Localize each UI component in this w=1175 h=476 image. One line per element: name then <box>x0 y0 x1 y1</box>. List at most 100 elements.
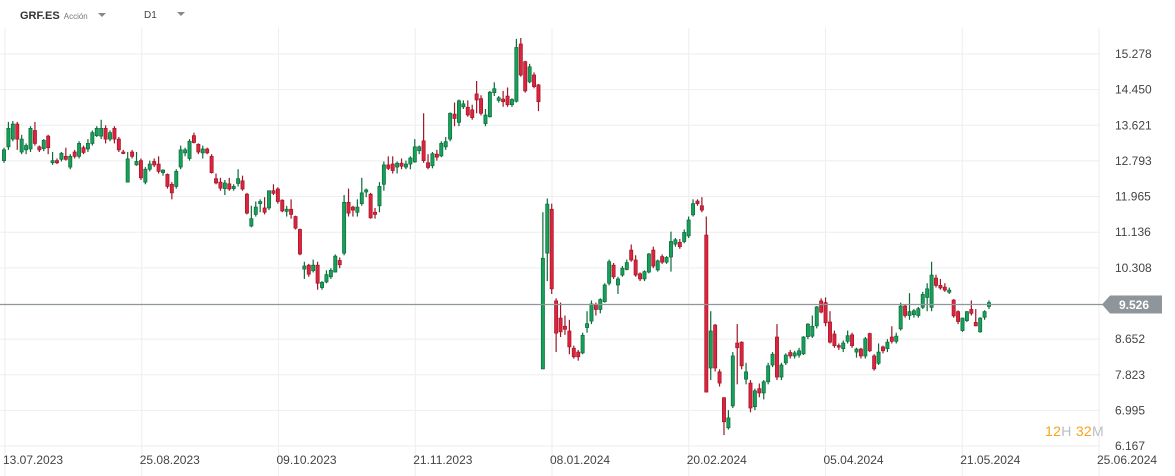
candle-down <box>633 255 638 277</box>
candle-body <box>563 325 567 330</box>
candle-down <box>293 215 298 230</box>
candle-up <box>664 256 669 264</box>
candle-down <box>470 104 475 120</box>
candle-body <box>496 97 501 101</box>
candle-down <box>867 332 872 353</box>
candle-up <box>708 311 713 381</box>
candle-up <box>320 281 324 290</box>
candle-body <box>863 338 868 357</box>
candle-body <box>779 364 784 378</box>
countdown-hours: 12 <box>1045 423 1062 439</box>
candle-body <box>99 127 104 137</box>
candle-up <box>752 388 757 411</box>
candle-body <box>545 203 550 254</box>
candle-body <box>32 130 37 144</box>
candle-body <box>355 206 360 213</box>
candle-down <box>271 184 276 196</box>
candle-up <box>178 145 183 170</box>
candle-body <box>289 208 294 215</box>
candle-down <box>138 158 143 180</box>
candle-down <box>373 207 377 219</box>
candle-body <box>165 174 170 187</box>
price-tick-label: 12.793 <box>1115 154 1152 168</box>
candle-body <box>200 148 205 154</box>
candle-up <box>894 332 899 344</box>
candle-down <box>465 100 470 117</box>
current-price-tag: 9.526 <box>1102 295 1162 314</box>
candle-body <box>916 308 921 316</box>
candle-down <box>651 246 656 269</box>
candle-body <box>964 311 969 322</box>
candle-body <box>858 348 863 357</box>
countdown-hours-unit: H <box>1061 423 1072 439</box>
candle-up <box>6 121 11 150</box>
candle-up <box>147 160 152 172</box>
candle-up <box>545 198 550 282</box>
candle-body <box>739 341 744 367</box>
candle-down <box>386 156 391 171</box>
candle-body <box>191 135 196 143</box>
chevron-down-icon[interactable] <box>176 12 185 16</box>
candle-body <box>183 149 188 154</box>
candle-down <box>677 238 682 249</box>
candle-up <box>231 184 236 191</box>
candle-down <box>872 354 877 371</box>
candle-up <box>527 63 532 84</box>
candle-body <box>412 146 417 163</box>
candle-up <box>59 152 64 162</box>
date-axis[interactable]: 13.07.2023 25.08.2023 09.10.2023 21.11.2023… <box>3 453 1157 467</box>
candle-body <box>757 388 762 394</box>
candle-body <box>15 123 20 140</box>
candle-body <box>567 330 572 348</box>
candle-down <box>505 87 510 107</box>
candle-body <box>576 351 581 358</box>
candle-body <box>169 183 174 194</box>
candle-up <box>540 212 545 370</box>
candle-down <box>532 72 536 89</box>
candle-up <box>863 337 868 359</box>
candle-body <box>722 397 726 423</box>
candle-body <box>651 249 656 267</box>
date-tick-label: 08.01.2024 <box>550 453 610 467</box>
candle-body <box>726 417 731 429</box>
candle-body <box>527 66 532 83</box>
candle-up <box>964 311 969 322</box>
candle-up <box>916 306 921 318</box>
candle-body <box>240 180 245 190</box>
candle-body <box>783 354 788 364</box>
price-axis[interactable]: 15.278 14.450 13.621 12.793 11.965 11.136 10.3… <box>1115 47 1152 453</box>
candle-up <box>302 261 307 279</box>
price-tick-label: 13.621 <box>1115 118 1152 132</box>
candle-body <box>46 135 51 149</box>
candle-body <box>717 371 722 384</box>
candle-body <box>222 182 227 189</box>
candle-body <box>426 162 430 168</box>
candle-body <box>50 160 55 164</box>
candle-body <box>178 149 183 168</box>
candle-up <box>342 195 347 256</box>
symbol-selector[interactable]: GRF.ES Acción <box>20 10 106 26</box>
candle-body <box>660 256 665 263</box>
candle-body <box>748 382 753 409</box>
candle-body <box>214 178 218 184</box>
candle-down <box>55 158 59 165</box>
candle-body <box>867 333 872 352</box>
candle-body <box>925 288 930 298</box>
date-tick-label: 20.02.2024 <box>687 453 747 467</box>
candle-up <box>404 160 408 170</box>
candle-up <box>960 317 965 332</box>
candle-up <box>94 126 99 137</box>
chevron-down-icon[interactable] <box>97 13 106 17</box>
candle-up <box>841 340 846 353</box>
candle-body <box>518 43 523 76</box>
candle-body <box>130 151 135 157</box>
candle-body <box>333 255 338 273</box>
candle-up <box>792 350 797 359</box>
candle-up <box>483 108 488 127</box>
candle-body <box>523 61 528 92</box>
candle-body <box>797 350 802 356</box>
candle-down <box>399 158 404 170</box>
timeframe-selector[interactable]: D1 <box>144 10 185 26</box>
candle-down <box>836 343 841 350</box>
